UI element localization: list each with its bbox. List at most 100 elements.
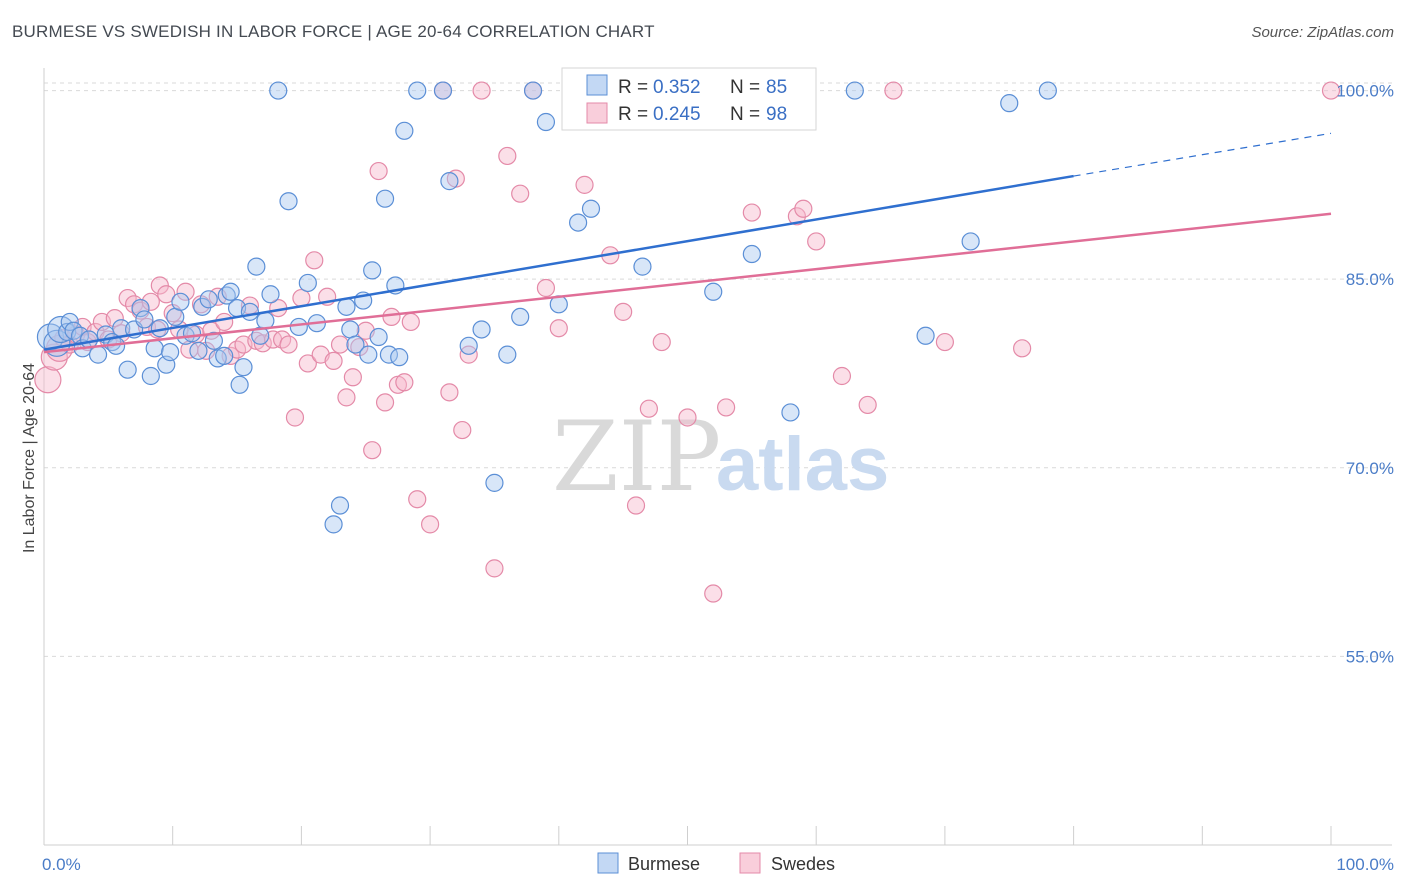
data-point-swedes: [215, 312, 234, 332]
data-point-swedes: [498, 146, 517, 166]
data-point-burmese: [60, 312, 79, 332]
data-point-burmese: [742, 244, 761, 264]
data-point-burmese: [375, 189, 395, 208]
data-point-burmese: [845, 81, 864, 100]
watermark: ZIP atlas: [552, 401, 889, 513]
axes: [43, 68, 1392, 846]
stats-legend: R = 0.352 N = 85 R = 0.245 N = 98: [561, 67, 817, 131]
data-point-burmese: [961, 232, 980, 251]
data-point-swedes: [279, 335, 298, 354]
data-point-burmese: [472, 320, 491, 339]
data-point-swedes: [787, 207, 806, 226]
data-point-burmese: [289, 317, 308, 337]
data-point-burmese: [330, 496, 350, 515]
data-point-swedes: [575, 175, 594, 194]
data-point-burmese: [440, 172, 459, 191]
data-point-swedes: [324, 351, 343, 371]
data-point-burmese: [199, 290, 218, 309]
data-point-swedes: [536, 278, 556, 298]
data-point-burmese: [161, 343, 180, 362]
data-point-burmese: [279, 192, 298, 211]
data-point-burmese: [341, 320, 360, 339]
data-point-swedes: [884, 81, 903, 100]
bottom-legend: Burmese Swedes: [597, 852, 835, 874]
legend-swatch-burmese: [586, 74, 608, 96]
data-point-burmese: [193, 297, 212, 316]
data-point-burmese: [395, 121, 414, 140]
data-point-burmese: [189, 341, 208, 360]
data-point-swedes: [626, 496, 646, 515]
data-point-burmese: [781, 403, 800, 422]
data-point-swedes: [832, 366, 852, 386]
legend-r-label-swedes: R =: [618, 104, 648, 125]
data-point-swedes: [440, 383, 459, 402]
data-point-burmese: [1038, 81, 1057, 100]
data-point-burmese: [433, 81, 453, 100]
trend-line-burmese-extension: [1073, 132, 1332, 177]
data-point-burmese: [498, 345, 517, 364]
data-point-burmese: [118, 360, 137, 379]
y-tick-label: 100.0%: [1336, 82, 1394, 101]
data-point-burmese: [459, 336, 478, 355]
data-point-swedes: [395, 373, 414, 392]
data-point-swedes: [141, 292, 160, 311]
data-point-swedes: [105, 309, 124, 328]
data-point-swedes: [375, 393, 395, 412]
data-point-burmese: [261, 285, 280, 304]
legend-r-value-swedes: 0.245: [653, 104, 701, 125]
data-point-swedes: [639, 399, 658, 418]
data-point-swedes: [298, 354, 317, 373]
data-point-swedes: [453, 420, 472, 440]
data-point-burmese: [204, 331, 223, 350]
data-point-burmese: [581, 199, 601, 218]
data-point-burmese: [234, 358, 253, 377]
trend-lines: [43, 132, 1332, 354]
data-point-burmese: [511, 307, 530, 327]
chart-title: BURMESE VS SWEDISH IN LABOR FORCE | AGE …: [12, 22, 655, 41]
data-point-burmese: [359, 345, 378, 364]
data-point-swedes: [717, 398, 736, 417]
x-ticks: [43, 826, 1332, 845]
legend-n-label-burmese: N =: [730, 77, 760, 98]
data-point-burmese: [369, 327, 388, 347]
data-point-burmese: [298, 273, 317, 293]
data-point-burmese: [1000, 94, 1019, 113]
legend-n-value-burmese: 85: [766, 77, 787, 98]
y-axis-title: In Labor Force | Age 20-64: [21, 363, 38, 553]
data-point-burmese: [247, 257, 266, 276]
data-point-swedes: [511, 184, 530, 203]
data-point-burmese: [704, 282, 723, 301]
data-point-swedes: [369, 161, 388, 181]
data-point-burmese: [523, 81, 543, 100]
data-point-swedes: [34, 366, 62, 394]
data-point-swedes: [363, 441, 382, 460]
data-point-burmese: [916, 326, 935, 345]
legend-r-label-burmese: R =: [618, 77, 648, 98]
watermark-atlas: atlas: [716, 422, 889, 507]
data-point-burmese: [346, 335, 365, 354]
data-point-swedes: [1321, 81, 1341, 100]
data-point-burmese: [536, 112, 556, 132]
data-point-swedes: [549, 319, 568, 338]
data-point-swedes: [807, 232, 826, 251]
data-point-swedes: [485, 559, 504, 578]
data-point-burmese: [182, 324, 202, 343]
data-point-swedes: [472, 81, 491, 100]
data-point-swedes: [285, 408, 305, 427]
data-point-burmese: [145, 339, 164, 358]
trend-line-burmese: [43, 174, 1074, 351]
data-point-burmese: [390, 348, 409, 367]
data-point-swedes: [858, 395, 877, 415]
data-point-burmese: [408, 81, 427, 100]
data-point-swedes: [678, 408, 697, 427]
data-point-swedes: [742, 203, 761, 222]
legend-n-label-swedes: N =: [730, 104, 760, 125]
trend-line-swedes: [43, 212, 1332, 354]
data-point-swedes: [382, 307, 401, 327]
data-point-swedes: [176, 282, 195, 301]
legend-r-value-burmese: 0.352: [653, 77, 701, 98]
legend-swatch-swedes: [586, 102, 608, 124]
data-point-burmese: [221, 282, 240, 301]
x-tick-label-max: 100.0%: [1336, 855, 1394, 874]
